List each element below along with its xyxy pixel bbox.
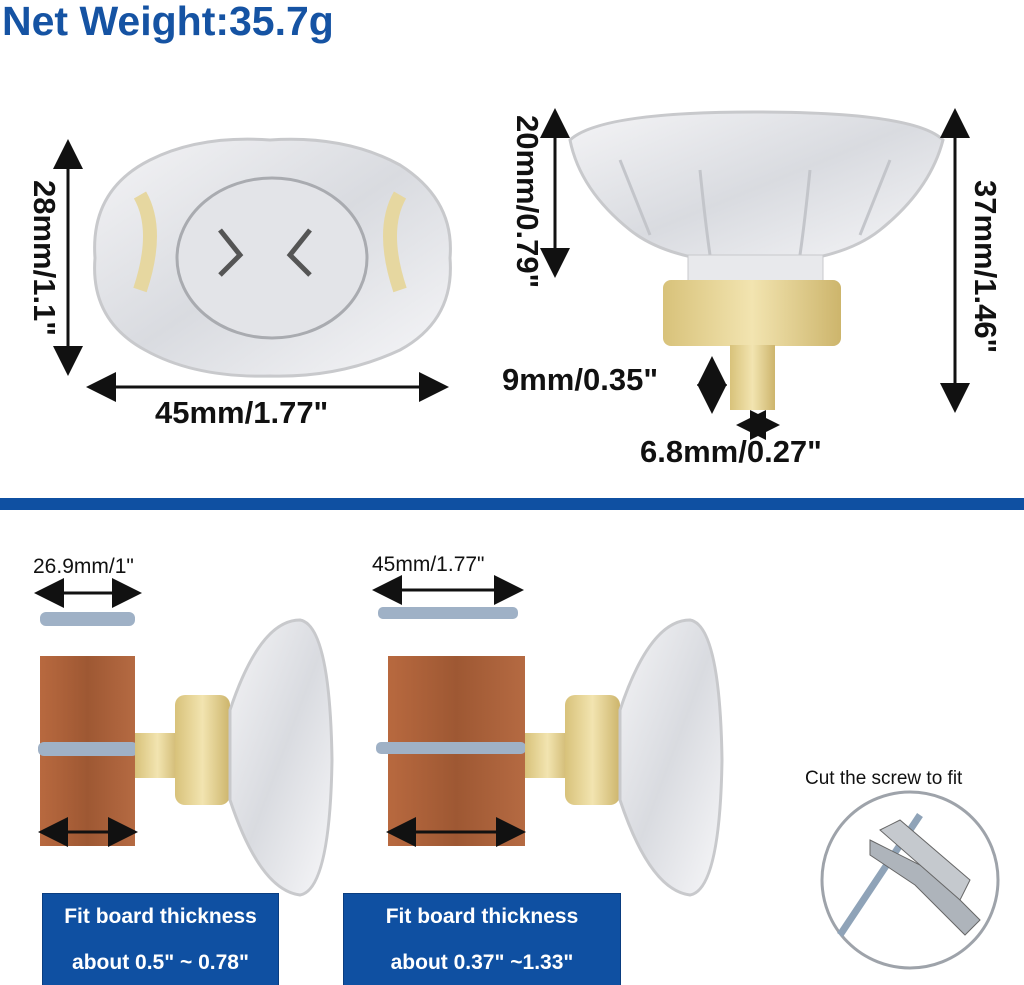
- total-height-label: 37mm/1.46": [968, 180, 1003, 354]
- long-screw-label: 45mm/1.77": [372, 553, 485, 576]
- pliers-cutting-icon: [820, 790, 1000, 970]
- stem-length-label: 9mm/0.35": [502, 362, 659, 397]
- stem-diameter-label: 6.8mm/0.27": [640, 434, 822, 469]
- section-divider: [0, 498, 1024, 510]
- box-line2: about 0.5" ~ 0.78": [72, 951, 249, 974]
- short-screw-label: 26.9mm/1": [33, 555, 134, 578]
- box-line2: about 0.37" ~1.33": [390, 951, 574, 974]
- board-thickness-box-long: Fit board thickness about 0.37" ~1.33": [343, 893, 621, 985]
- top-width-label: 45mm/1.77": [155, 395, 329, 430]
- install-diagram-short: [34, 578, 334, 897]
- cut-note: Cut the screw to fit: [805, 768, 963, 789]
- install-diagram-long: [372, 575, 724, 897]
- net-weight-title: Net Weight:35.7g: [2, 0, 334, 44]
- top-height-label: 28mm/1.1": [27, 179, 62, 336]
- box-line1: Fit board thickness: [385, 905, 579, 928]
- board-thickness-box-short: Fit board thickness about 0.5" ~ 0.78": [42, 893, 279, 985]
- knob-top-view: [93, 137, 452, 378]
- cap-height-label: 20mm/0.79": [510, 115, 545, 289]
- box-line1: Fit board thickness: [64, 905, 257, 928]
- knob-side-view: [568, 110, 945, 410]
